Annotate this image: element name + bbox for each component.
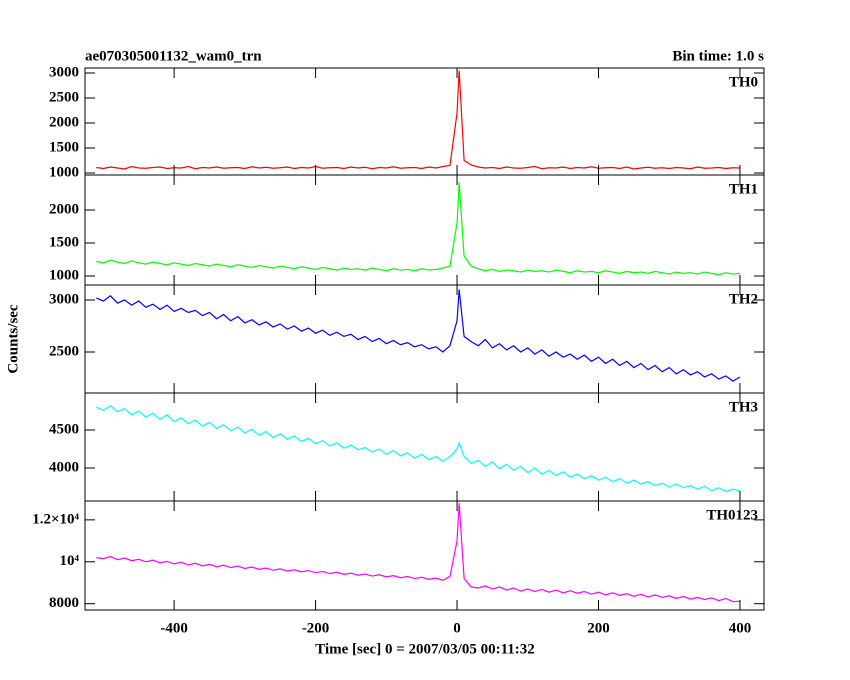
series-line: [96, 289, 741, 382]
y-tick-label: 10⁴: [60, 553, 80, 569]
y-tick-label: 4000: [49, 459, 79, 475]
series-line: [96, 404, 741, 493]
y-tick-label: 2500: [49, 89, 79, 105]
y-tick-label: 2500: [49, 343, 79, 359]
panel-frame: [84, 67, 765, 176]
series-name: TH3: [729, 399, 758, 415]
x-tick-label: 0: [453, 620, 461, 636]
x-tick-label: -200: [302, 620, 330, 636]
x-axis-label: Time [sec] 0 = 2007/03/05 00:11:32: [315, 641, 535, 657]
series-name: TH2: [729, 291, 758, 307]
x-tick-label: 400: [729, 620, 752, 636]
x-tick-label: -400: [160, 620, 188, 636]
chart-title: ae070305001132_wam0_trn: [85, 48, 262, 64]
y-tick-label: 1500: [49, 139, 79, 155]
y-tick-label: 4500: [49, 421, 79, 437]
series-line: [96, 503, 740, 603]
bin-time: Bin time: 1.0 s: [672, 48, 764, 64]
series-line: [96, 182, 741, 276]
y-tick-label: 2000: [49, 114, 79, 130]
y-tick-label: 1.2×10⁴: [32, 511, 79, 527]
y-tick-label: 8000: [49, 595, 79, 611]
y-tick-label: 3000: [49, 64, 79, 80]
y-tick-label: 1000: [49, 164, 79, 180]
y-tick-label: 3000: [49, 291, 79, 307]
series-name: TH0: [729, 74, 758, 90]
panel-frame: [84, 500, 765, 611]
panel-frame: [84, 392, 765, 502]
panel-frame: [84, 174, 765, 286]
y-tick-label: 1500: [49, 234, 79, 250]
series-line: [96, 70, 740, 170]
series-name: TH1: [729, 181, 758, 197]
y-tick-label: 1000: [49, 267, 79, 283]
x-tick-label: 200: [587, 620, 610, 636]
series-name: TH0123: [706, 507, 758, 523]
panel-frame: [84, 284, 765, 394]
y-axis-label: Counts/sec: [5, 304, 21, 374]
y-tick-label: 2000: [49, 201, 79, 217]
